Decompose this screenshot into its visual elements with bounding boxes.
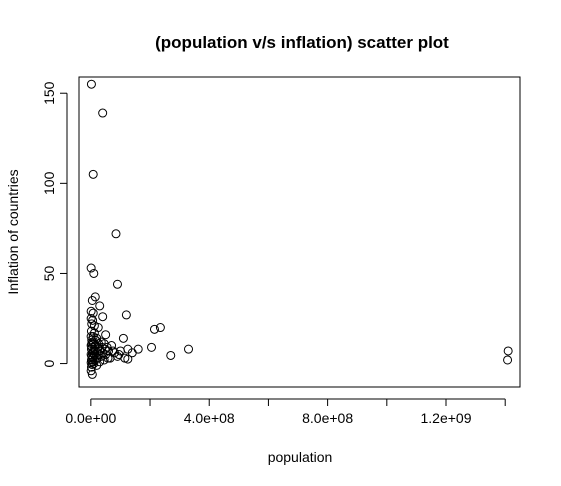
x-tick-label: 8.0e+08 [302, 410, 353, 426]
data-point [89, 268, 99, 278]
x-tick-label: 4.0e+08 [184, 410, 235, 426]
y-tick-label: 150 [41, 81, 57, 105]
data-point [88, 169, 98, 179]
data-point [86, 263, 96, 273]
data-point [88, 308, 98, 318]
y-tick-label: 100 [41, 171, 57, 195]
data-point [86, 362, 96, 372]
data-point [97, 342, 107, 352]
x-tick-label: 0.0e+00 [65, 410, 116, 426]
data-point [95, 301, 105, 311]
data-point [88, 315, 98, 325]
data-point [133, 344, 143, 354]
data-point [87, 319, 97, 329]
data-point [103, 353, 113, 363]
data-point [86, 79, 96, 89]
data-point [184, 344, 194, 354]
y-axis-label: Inflation of countries [5, 169, 21, 294]
y-tick-label: 50 [41, 265, 57, 281]
data-point [127, 348, 137, 358]
data-point [86, 326, 96, 336]
data-point [503, 346, 513, 356]
data-point [92, 360, 102, 370]
data-point [86, 366, 96, 376]
data-point [111, 229, 121, 239]
x-tick-label: 1.2e+09 [421, 410, 472, 426]
data-point [147, 342, 157, 352]
data-point [87, 369, 97, 379]
x-axis-label: population [268, 449, 333, 465]
data-point [118, 333, 128, 343]
data-point [114, 350, 124, 360]
data-point [123, 354, 133, 364]
data-point [89, 321, 99, 331]
data-point [98, 312, 108, 322]
data-point [155, 323, 165, 333]
plot-frame [78, 76, 521, 388]
y-axis: 0 50 100 150 [41, 81, 68, 367]
x-axis: 0.0e+00 4.0e+08 8.0e+08 1.2e+09 [65, 398, 506, 426]
data-point [101, 330, 111, 340]
data-point [86, 314, 96, 324]
data-point [87, 339, 97, 349]
data-point [98, 108, 108, 118]
data-point [87, 295, 97, 305]
data-point [86, 306, 96, 316]
data-point [149, 324, 159, 334]
data-points [86, 79, 513, 379]
data-point [88, 352, 98, 362]
data-point [503, 355, 513, 365]
data-point [112, 279, 122, 289]
data-point [121, 310, 131, 320]
chart-title: (population v/s inflation) scatter plot [155, 33, 449, 52]
data-point [166, 350, 176, 360]
y-tick-label: 0 [41, 359, 57, 367]
